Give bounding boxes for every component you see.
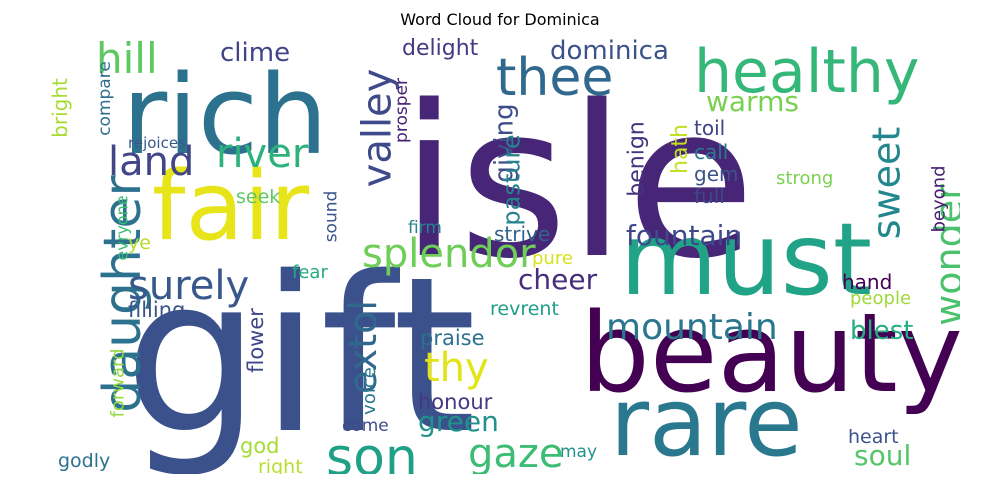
word-soul: soul [854,439,912,472]
word-blest: blest [850,316,914,346]
word-firm: firm [408,218,442,238]
word-beyond: beyond [928,165,950,233]
word-rare: rare [610,368,803,474]
word-may: may [560,442,598,462]
word-praise: praise [420,326,485,350]
word-people: people [850,288,912,309]
word-warms: warms [706,85,799,118]
word-surely: surely [128,263,250,309]
word-revrent: revrent [490,298,559,320]
word-pure: pure [532,248,573,269]
word-river: river [216,131,309,177]
word-fountain: fountain [626,219,743,252]
word-godly: godly [58,450,111,472]
word-gaze: gaze [468,431,564,474]
word-flower: flower [243,308,268,373]
word-bright: bright [47,78,72,138]
word-filling: filling [128,298,186,322]
word-dominica: dominica [550,38,669,66]
word-strong: strong [776,168,834,189]
word-hand: hand [842,270,893,294]
word-healthy: healthy [694,38,920,107]
word-must: must [620,201,873,318]
word-full: full [694,184,725,208]
word-land: land [108,139,195,185]
word-gift: gift [124,230,477,474]
word-hill: hill [96,38,158,83]
word-god: god [240,434,280,458]
word-green: green [418,405,499,438]
word-thee: thee [496,48,614,108]
word-call: call [694,140,729,164]
word-mountain: mountain [606,307,778,348]
word-honour: honour [418,390,493,414]
word-rich: rich [122,51,328,179]
word-delight: delight [402,38,479,61]
word-prosper: prosper [391,78,412,143]
word-isle: isle [400,60,756,305]
word-clime: clime [220,38,291,68]
word-thy: thy [424,345,489,391]
word-splendor: splendor [362,231,536,277]
word-fair: fair [152,152,310,262]
word-cloud: isle gift rich must fair beauty rare healthy the… [44,38,960,474]
word-hath: hath [668,124,693,174]
word-sound: sound [321,190,342,243]
word-fear: fear [292,262,328,283]
word-rejoices: rejoices [128,134,186,152]
chart-title: Word Cloud for Dominica [400,10,600,29]
word-benign: benign [624,121,650,197]
word-beauty: beauty [580,289,960,417]
word-gem: gem [694,162,739,186]
word-sweet: sweet [864,126,909,240]
word-voice: voice [358,367,380,415]
word-compare: compare [94,61,115,136]
word-forward: forward [107,348,129,418]
word-come: come [342,416,389,436]
word-cheer: cheer [518,263,598,296]
word-son: son [326,428,418,474]
word-seek: seek [236,186,281,208]
word-pasture: pasture [497,134,526,226]
word-toil: toil [694,116,726,140]
word-right: right [258,456,303,475]
word-ye: ye [128,232,151,254]
word-heart: heart [848,426,899,448]
word-strive: strive [494,222,551,246]
